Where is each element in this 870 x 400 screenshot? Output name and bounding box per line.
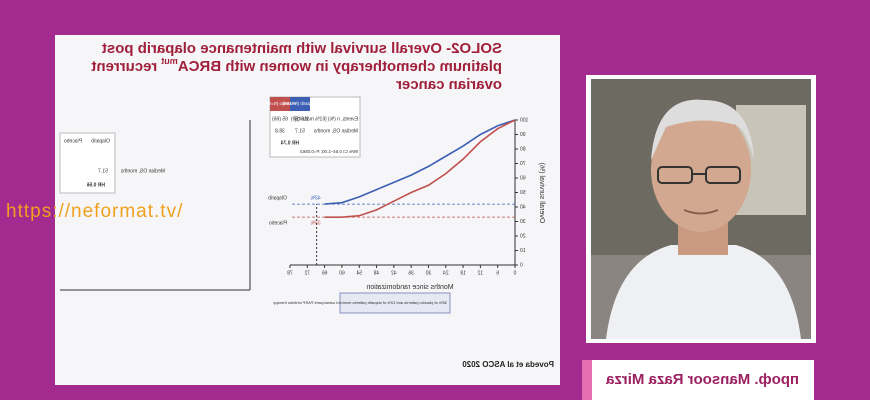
x-tick-label: 54	[356, 270, 362, 276]
title: ovarian cancer	[396, 76, 502, 93]
legend-label: Placebo	[269, 220, 287, 226]
title: recurrent	[91, 58, 157, 75]
table-cell: 65 (66)	[272, 116, 288, 122]
webcam	[586, 75, 816, 343]
table-cell: 51.7	[295, 128, 305, 134]
y-tick-label: 60	[520, 175, 526, 181]
y-tick-label: 30	[520, 219, 526, 225]
table-cell: 116 (59)	[291, 116, 310, 122]
x-tick-label: 24	[443, 270, 449, 276]
x-tick-label: 0	[513, 270, 516, 276]
table-cell: 51.7	[98, 168, 108, 174]
y-tick-label: 80	[520, 146, 526, 152]
x-tick-label: 78	[287, 270, 293, 276]
y-tick-label: 0	[520, 262, 523, 268]
hazard-ratio: HR 0.56	[86, 182, 105, 188]
table-header: Placebo	[64, 138, 82, 144]
y-tick-label: 20	[520, 233, 526, 239]
y-axis-label: Overall survival (%)	[538, 163, 545, 224]
speaker-name: проф. Mansoor Raza Mirza	[605, 371, 799, 388]
x-tick-label: 12	[477, 270, 483, 276]
x-tick-label: 30	[425, 270, 431, 276]
table-header: Placebo (N=99)	[264, 101, 296, 106]
x-tick-label: 48	[374, 270, 380, 276]
title: platinum chemotherapy in women with BRCA	[178, 58, 502, 75]
table-box	[59, 132, 116, 194]
name-bar: проф. Mansoor Raza Mirza	[582, 360, 814, 400]
x-tick-label: 42	[391, 270, 397, 276]
y-tick-label: 40	[520, 204, 526, 210]
table-header: Olaparib (N=196)	[282, 101, 317, 106]
x-tick-label: 36	[408, 270, 414, 276]
survival-curve	[324, 119, 516, 205]
x-tick-label: 72	[304, 270, 310, 276]
x-tick-label: 66	[322, 270, 328, 276]
x-tick-label: 60	[339, 270, 345, 276]
table-cell: Median OS, months	[313, 128, 358, 134]
citation: Poveda et al ASCO 2020	[462, 360, 554, 369]
y-tick-label: 10	[520, 248, 526, 254]
title: platinum chemotherapy in women with BRCA…	[91, 56, 502, 75]
table-header: Olaparib	[91, 138, 110, 144]
table-cell: Median OS, months	[120, 168, 165, 174]
table-head	[290, 97, 310, 111]
legend-label: Olaparib	[268, 195, 287, 201]
table-head	[270, 97, 290, 111]
note-box	[339, 292, 451, 314]
x-tick-label: 18	[460, 270, 466, 276]
survival-curve	[324, 119, 516, 218]
y-tick-label: 90	[520, 132, 526, 138]
note: 38% of placebo patients and 10% of olapa…	[273, 300, 447, 305]
hazard-ratio: HR 0.74	[281, 140, 300, 146]
title-sup: mut	[161, 56, 178, 66]
table-cell: 38.8	[275, 128, 285, 134]
annotation: 33%	[310, 220, 321, 226]
y-tick-label: 100	[520, 117, 529, 123]
watermark: https://neformat.tv/	[6, 201, 184, 222]
slide: SOLO2- Overall survival with maintenance…	[55, 35, 560, 385]
x-tick-label: 6	[496, 270, 499, 276]
confidence-interval: 95% CI 0.54–1.00; P=0.0563	[300, 149, 358, 154]
title: SOLO2- Overall survival with maintenance…	[102, 40, 502, 57]
y-tick-label: 70	[520, 161, 526, 167]
y-tick-label: 50	[520, 190, 526, 196]
x-axis-label: Months since randomization	[366, 284, 453, 291]
annotation: 43%	[310, 195, 321, 201]
table-cell: Events, n (%) [61% maturity]	[294, 116, 358, 122]
